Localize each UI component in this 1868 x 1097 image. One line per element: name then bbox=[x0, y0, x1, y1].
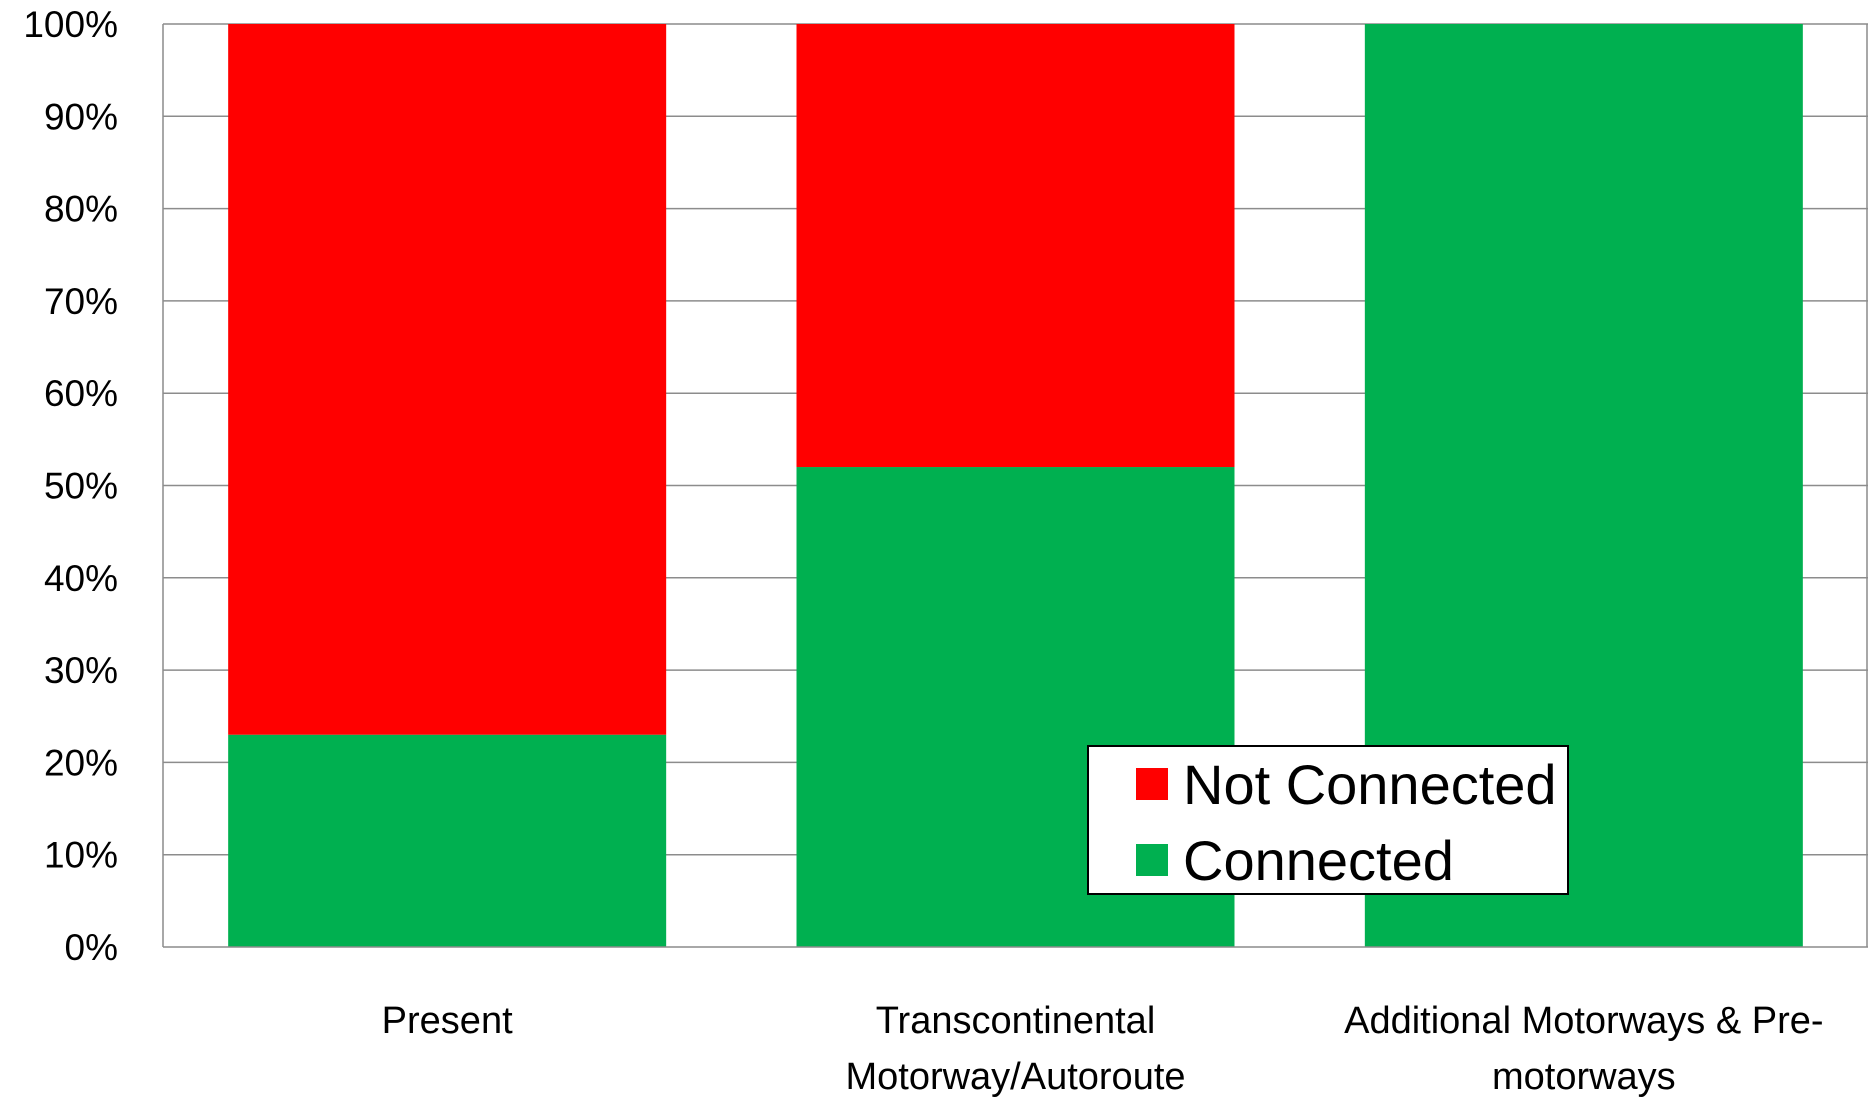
x-category-label: Transcontinental Motorway/Autoroute bbox=[845, 1000, 1185, 1097]
legend-label: Not Connected bbox=[1183, 753, 1557, 816]
legend-swatch bbox=[1136, 844, 1168, 876]
bars bbox=[228, 24, 1803, 947]
y-tick-label: 80% bbox=[44, 189, 118, 230]
y-tick-label: 60% bbox=[44, 373, 118, 414]
bar-segment-not-connected bbox=[796, 24, 1235, 468]
y-tick-label: 10% bbox=[44, 835, 118, 876]
y-tick-label: 70% bbox=[44, 281, 118, 322]
y-tick-label: 30% bbox=[44, 650, 118, 691]
y-axis-tick-labels: 0% 10% 20% 30% 40% 50% 60% 70% 80% 90% 100% bbox=[23, 4, 118, 968]
x-category-label: Additional Motorways & Pre-motorways bbox=[1344, 1000, 1823, 1097]
y-tick-label: 50% bbox=[44, 466, 118, 507]
axes bbox=[162, 24, 1868, 948]
legend: Not Connected Connected bbox=[1087, 745, 1569, 895]
legend-swatch bbox=[1136, 768, 1168, 800]
bar-segment-not-connected bbox=[228, 24, 667, 735]
y-tick-label: 100% bbox=[23, 4, 118, 45]
legend-label: Connected bbox=[1183, 829, 1454, 892]
y-tick-label: 20% bbox=[44, 742, 118, 783]
bar-segment-connected bbox=[228, 734, 667, 947]
y-tick-label: 90% bbox=[44, 96, 118, 137]
x-axis-category-labels: Present Transcontinental Motorway/Autorout… bbox=[382, 1000, 1824, 1097]
y-tick-label: 0% bbox=[65, 927, 118, 968]
x-category-label: Present bbox=[382, 1000, 513, 1042]
y-tick-label: 40% bbox=[44, 558, 118, 599]
